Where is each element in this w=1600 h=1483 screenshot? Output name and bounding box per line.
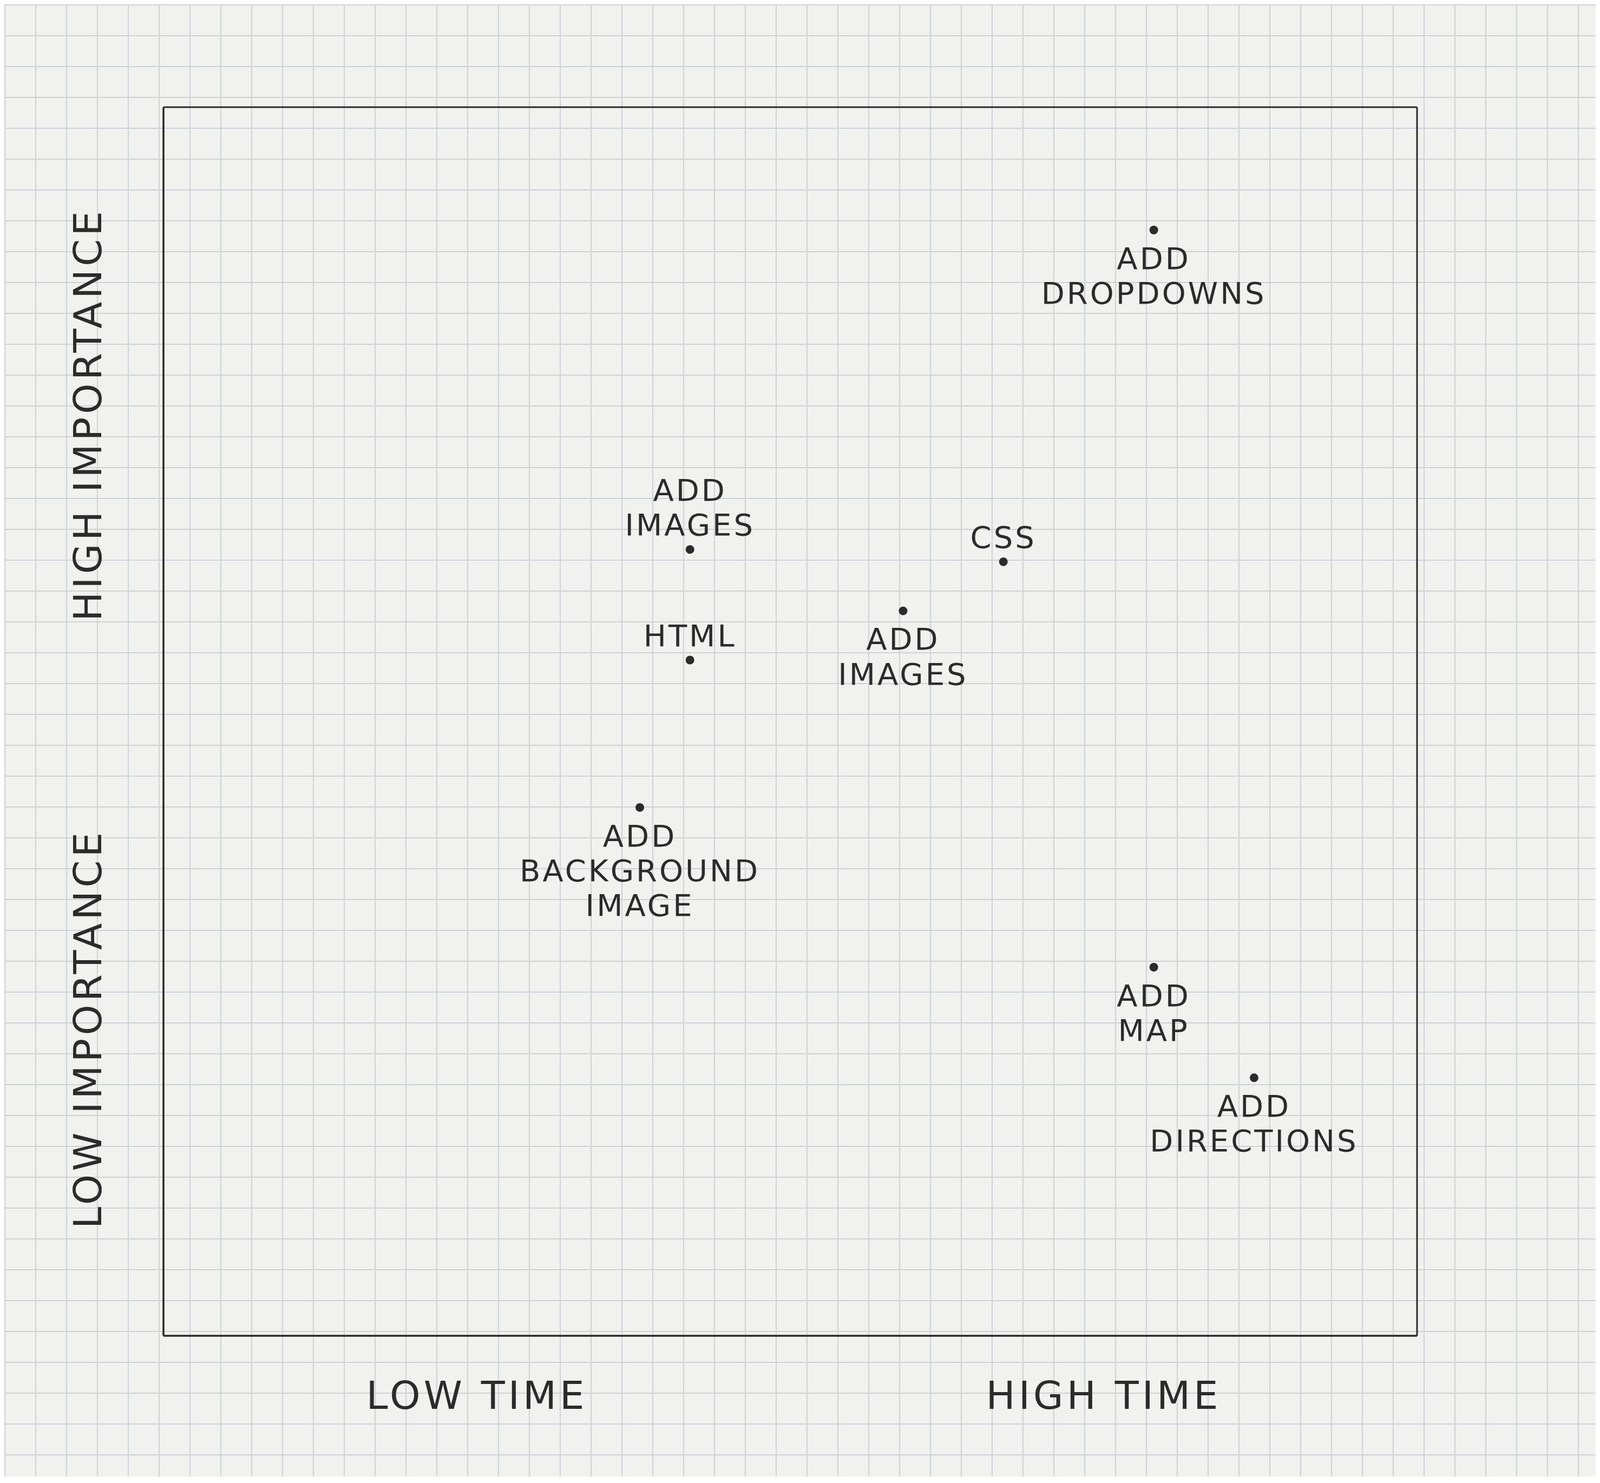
svg-text:ADD: ADD [652, 472, 727, 508]
svg-text:DIRECTIONS: DIRECTIONS [1149, 1123, 1359, 1159]
svg-text:ADD: ADD [1116, 240, 1191, 277]
svg-text:IMAGES: IMAGES [624, 507, 755, 543]
html-text:HIGH IMPORTANCE: HIGH IMPORTANCE [64, 207, 111, 622]
svg-text:ADD: ADD [866, 621, 941, 657]
svg-text:BACKGROUND: BACKGROUND [519, 853, 760, 889]
svg-text:MAP: MAP [1117, 1012, 1190, 1048]
svg-text:ADD: ADD [1217, 1088, 1292, 1124]
svg-text:ADD: ADD [1116, 978, 1191, 1014]
svg-text:IMAGE: IMAGE [585, 887, 695, 923]
svg-text:HTML: HTML [643, 618, 737, 654]
svg-text:IMAGES: IMAGES [837, 656, 968, 692]
svg-text:DROPDOWNS: DROPDOWNS [1041, 275, 1267, 311]
html-text:LOW TIME: LOW TIME [366, 1372, 588, 1419]
svg-text:ADD: ADD [602, 818, 678, 854]
html-text:LOW IMPORTANCE: LOW IMPORTANCE [64, 829, 111, 1229]
svg-text:CSS: CSS [970, 519, 1037, 555]
html-text:HIGH TIME: HIGH TIME [985, 1372, 1222, 1419]
